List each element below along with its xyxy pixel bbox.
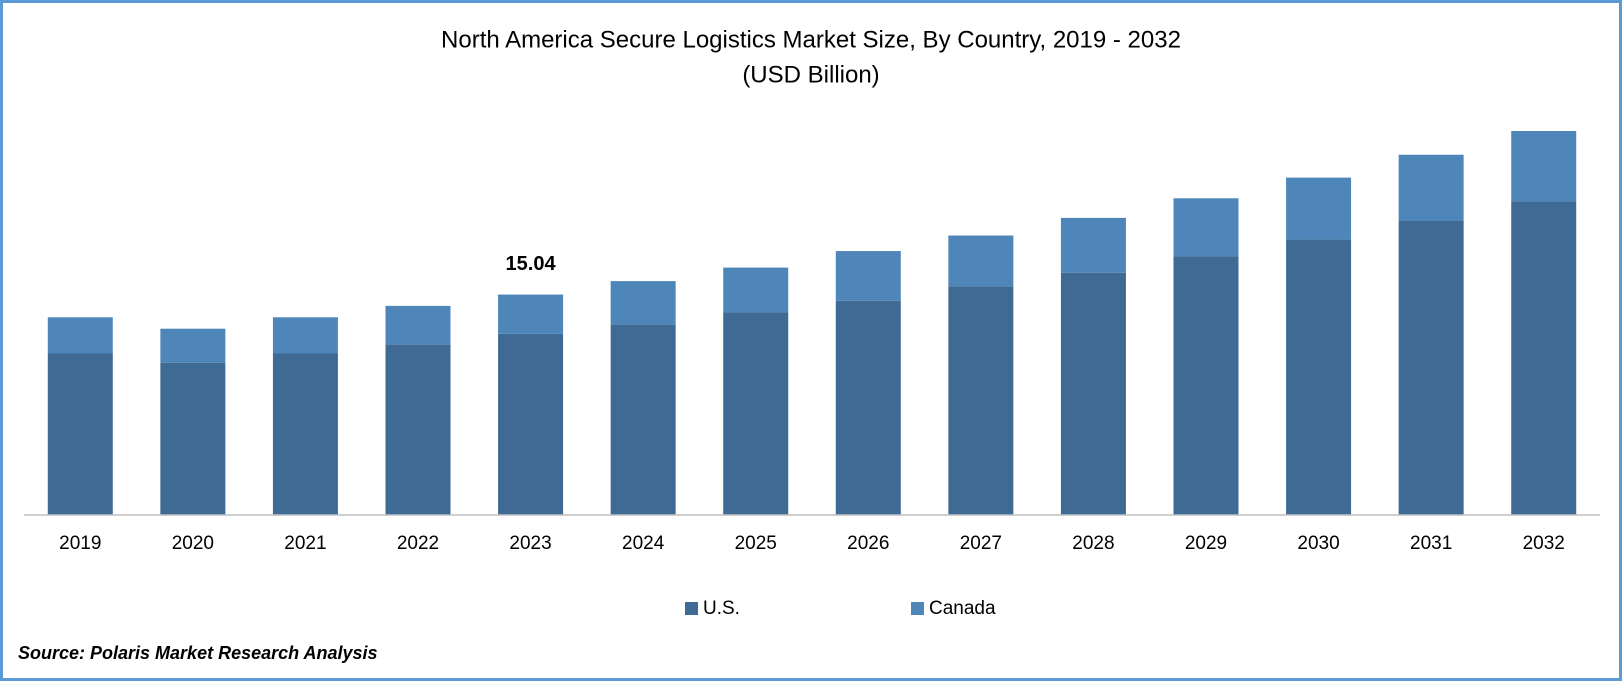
bar-segment	[610, 324, 676, 515]
bar-segment	[723, 312, 789, 515]
bar-segment	[723, 267, 789, 313]
bar-segment	[835, 251, 901, 301]
bar-segment	[1398, 220, 1464, 515]
x-tick-label: 2023	[509, 533, 551, 554]
bar-segment	[1398, 154, 1464, 221]
bar-segment	[272, 317, 338, 354]
x-tick-label: 2032	[1523, 533, 1565, 554]
bar-segment	[498, 294, 564, 334]
x-tick-label: 2024	[622, 533, 665, 554]
bar-segment	[498, 333, 564, 515]
bar-segment	[948, 286, 1014, 515]
x-tick-label: 2027	[960, 533, 1002, 554]
x-tick-label: 2029	[1185, 533, 1227, 554]
bar-segment	[1173, 198, 1239, 257]
bar-segment	[385, 305, 451, 345]
x-tick-label: 2022	[397, 533, 439, 554]
x-tick-label: 2020	[172, 533, 214, 554]
bar-segment	[1286, 177, 1352, 240]
bar-segment	[1060, 217, 1126, 273]
data-label: 15.04	[506, 253, 557, 275]
bar-segment	[160, 328, 226, 363]
x-tick-label: 2021	[284, 533, 326, 554]
bar-segment	[835, 300, 901, 515]
legend-swatch	[685, 602, 698, 615]
bar-segment	[1511, 201, 1577, 516]
bar-segment	[1173, 256, 1239, 515]
bar-segment	[47, 317, 113, 354]
bar-segment	[272, 353, 338, 515]
x-tick-label: 2019	[59, 533, 101, 554]
bar-segment	[1511, 131, 1577, 202]
chart-subtitle: (USD Billion)	[742, 61, 879, 88]
x-tick-label: 2025	[735, 533, 777, 554]
x-tick-label: 2030	[1297, 533, 1339, 554]
legend-label: Canada	[929, 598, 996, 619]
bar-segment	[1286, 239, 1352, 515]
bar-segment	[385, 344, 451, 515]
x-tick-label: 2026	[847, 533, 889, 554]
legend-label: U.S.	[703, 598, 740, 619]
bar-segment	[160, 362, 226, 515]
bar-segment	[948, 235, 1014, 287]
bar-segment	[610, 281, 676, 325]
bar-segment	[1060, 272, 1126, 515]
bar-segment	[47, 353, 113, 515]
legend-swatch	[911, 602, 924, 615]
x-tick-label: 2028	[1072, 533, 1114, 554]
chart-title: North America Secure Logistics Market Si…	[441, 26, 1181, 53]
x-tick-label: 2031	[1410, 533, 1452, 554]
source-note: Source: Polaris Market Research Analysis	[18, 643, 378, 663]
